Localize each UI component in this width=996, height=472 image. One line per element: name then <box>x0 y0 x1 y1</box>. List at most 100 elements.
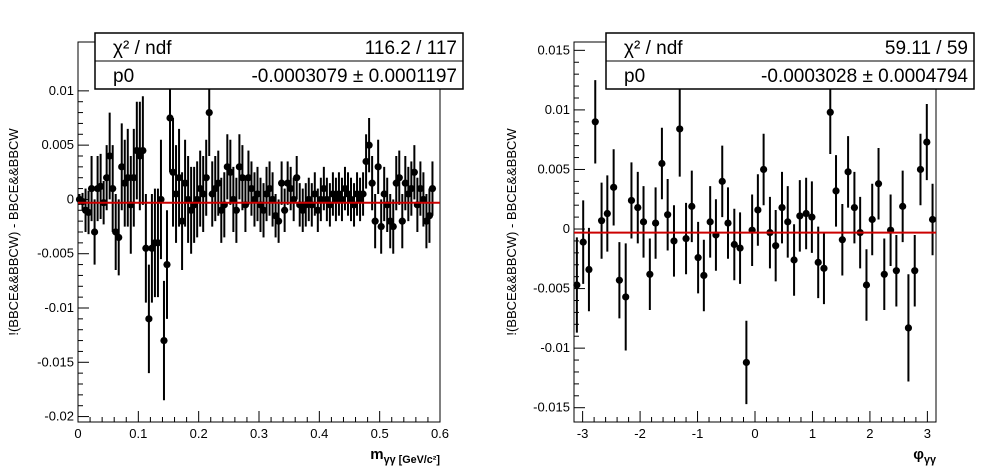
data-point <box>103 174 111 182</box>
data-point <box>802 209 810 218</box>
data-point <box>844 168 852 176</box>
data-point <box>591 118 599 126</box>
data-point <box>335 190 343 198</box>
data-point <box>923 138 931 146</box>
data-point <box>290 195 298 204</box>
data-point <box>676 125 684 133</box>
data-point <box>627 196 636 205</box>
data-point <box>874 180 883 188</box>
data-point <box>808 213 816 221</box>
data-point <box>284 179 292 187</box>
data-point <box>136 152 144 160</box>
data-point <box>112 228 120 236</box>
y-tick-label: -0.015 <box>37 354 74 369</box>
data-point <box>268 195 277 204</box>
data-point <box>730 240 738 249</box>
data-point <box>148 244 156 252</box>
data-point <box>166 114 174 122</box>
data-point <box>139 146 147 155</box>
data-point <box>916 165 925 174</box>
data-point <box>368 179 376 187</box>
data-point <box>820 264 828 272</box>
data-point <box>419 195 428 204</box>
data-point <box>585 265 593 274</box>
stats-p0-value: -0.0003079 ± 0.0001197 <box>251 66 457 87</box>
y-tick-label: -0.005 <box>37 246 74 261</box>
data-point <box>754 206 762 214</box>
data-point <box>344 190 352 198</box>
data-point <box>287 184 295 193</box>
data-point <box>760 165 768 174</box>
data-point <box>244 174 253 182</box>
left-chart-panel: 0 0.1 0.2 0.3 0.4 0.5 0.6 -0.02 -0.015 -0.01 -0.00… <box>6 32 464 466</box>
stats-p0-label: p0 <box>113 66 134 87</box>
data-point <box>196 184 204 193</box>
data-point <box>911 267 919 275</box>
data-point <box>395 174 403 182</box>
y-tick-label: -0.02 <box>44 409 74 424</box>
data-point <box>341 184 349 193</box>
stats-p0-value: -0.0003028 ± 0.0004794 <box>761 66 968 87</box>
data-point <box>772 242 780 250</box>
data-point <box>305 195 313 204</box>
x-tick-label: 0.6 <box>431 426 449 441</box>
data-point <box>130 174 138 182</box>
data-point <box>323 195 331 204</box>
data-point <box>622 293 630 301</box>
data-point <box>425 212 434 220</box>
x-tick-label: -3 <box>577 426 589 441</box>
data-point <box>278 179 286 187</box>
data-point <box>374 163 382 171</box>
data-point <box>928 215 937 224</box>
y-tick-label: -0.01 <box>44 300 74 315</box>
x-tick-label: 0.1 <box>129 426 147 441</box>
data-point <box>208 190 216 198</box>
data-point <box>356 195 364 204</box>
y-tick-label: 0.005 <box>41 137 74 152</box>
data-point <box>320 184 328 193</box>
data-point <box>223 163 231 171</box>
data-point <box>639 218 648 226</box>
data-point <box>178 217 186 225</box>
stats-box: χ² / ndf 59.11 / 59 p0 -0.0003028 ± 0.00047… <box>605 32 975 90</box>
data-point <box>124 174 132 182</box>
data-point <box>694 254 702 262</box>
data-point <box>154 239 162 247</box>
data-point <box>217 206 225 214</box>
data-point <box>410 168 418 176</box>
stats-chi2-label: χ² / ndf <box>113 38 172 59</box>
data-point <box>579 238 587 246</box>
data-point <box>87 184 96 193</box>
x-tick-label: 0 <box>74 426 81 441</box>
data-point <box>232 206 240 214</box>
data-point <box>106 152 114 160</box>
data-point <box>362 157 370 166</box>
data-point <box>899 202 907 210</box>
data-point <box>205 108 213 117</box>
x-axis-label: φγγ <box>913 446 936 466</box>
x-tick-label: 3 <box>924 426 931 441</box>
data-point <box>868 215 876 224</box>
data-point <box>736 244 744 252</box>
data-point <box>597 217 606 225</box>
x-tick-label: 1 <box>809 426 816 441</box>
y-tick-label: 0.015 <box>537 42 570 57</box>
data-point <box>332 195 340 204</box>
data-point <box>118 163 126 171</box>
stats-p0-label: p0 <box>624 66 645 87</box>
y-tick-label: -0.01 <box>540 340 570 355</box>
y-tick-label: 0.01 <box>49 83 74 98</box>
x-tick-label: 0.3 <box>250 426 268 441</box>
data-point <box>142 244 150 252</box>
stats-chi2-value: 59.11 / 59 <box>885 38 968 59</box>
data-point <box>682 234 690 243</box>
data-point <box>314 206 322 214</box>
data-point <box>832 187 840 195</box>
x-tick-label: 2 <box>866 426 873 441</box>
data-point <box>706 218 714 226</box>
data-point <box>422 217 431 225</box>
y-tick-label: 0.005 <box>537 161 570 176</box>
data-point <box>377 222 385 231</box>
y-axis-label: !(BBCE&&BBCW) - BBCE&&BBCW <box>6 128 21 336</box>
data-point <box>784 218 792 226</box>
